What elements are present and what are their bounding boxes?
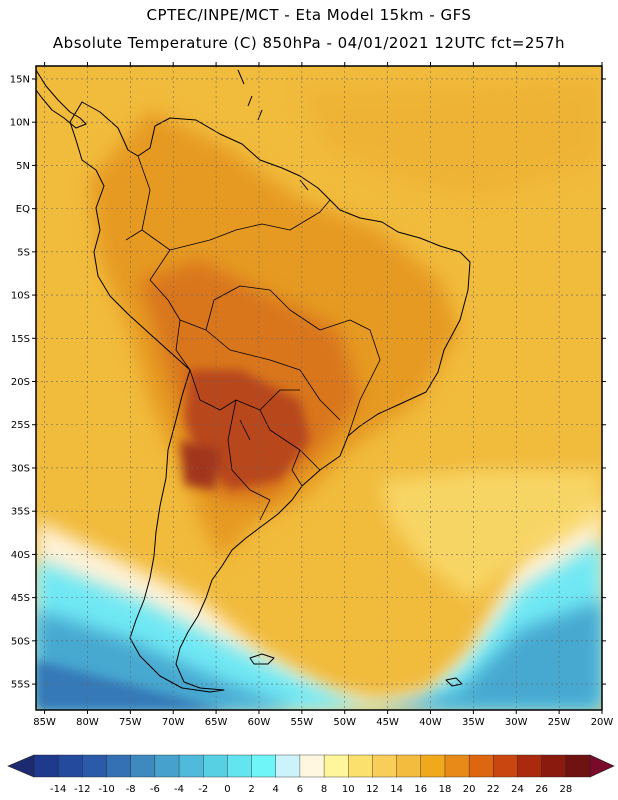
- colorbar-label: -6: [150, 784, 160, 795]
- colorbar-swatch: [275, 754, 301, 778]
- colorbar-label: 12: [366, 784, 379, 795]
- colorbar-label: -4: [174, 784, 184, 795]
- country-borders: [125, 155, 381, 521]
- temperature-field: [36, 66, 602, 710]
- latitude-labels: 15N 10N 5N EQ 5S 10S 15S 20S 25S 30S 35S 40S 45S 50S 5…: [10, 74, 30, 690]
- colorbar-swatch: [348, 754, 373, 778]
- lon-label: 35W: [462, 717, 485, 728]
- colorbar-right-arrow: [589, 754, 615, 778]
- south-america-coastline: [69, 101, 471, 693]
- lat-label: 35S: [11, 507, 30, 518]
- colorbar-swatch: [57, 754, 83, 778]
- lat-label: 5N: [16, 161, 30, 172]
- colorbar-swatch: [372, 754, 398, 778]
- colorbar-label: -12: [74, 784, 90, 795]
- colorbar-label: 18: [439, 784, 452, 795]
- colorbar-swatch: [396, 754, 422, 778]
- lon-label: 70W: [162, 717, 185, 728]
- colorbar-swatch: [517, 754, 543, 778]
- central-america-coastline: [36, 69, 87, 129]
- colorbar-swatch: [299, 754, 325, 778]
- colorbar-left-arrow: [7, 754, 35, 778]
- lon-label: 60W: [248, 717, 271, 728]
- lat-label: 55S: [11, 680, 30, 691]
- lat-label: 40S: [11, 550, 30, 561]
- colorbar-swatch: [493, 754, 518, 778]
- colorbar-label: -14: [50, 784, 66, 795]
- colorbar-label: 2: [248, 784, 254, 795]
- lon-label: 55W: [291, 717, 314, 728]
- colorbar-swatch: [444, 754, 470, 778]
- lat-label: 15N: [10, 74, 30, 85]
- map-subtitle: Absolute Temperature (C) 850hPa - 04/01/…: [52, 34, 566, 52]
- lat-label: 10S: [11, 291, 30, 302]
- colorbar-label: -10: [98, 784, 114, 795]
- colorbar-label: 24: [511, 784, 524, 795]
- colorbar-label: 10: [342, 784, 355, 795]
- colorbar-label: 26: [535, 784, 548, 795]
- colorbar-label: 8: [321, 784, 327, 795]
- colorbar-swatch: [323, 754, 349, 778]
- colorbar-label: 28: [559, 784, 572, 795]
- colorbar-label: -2: [198, 784, 208, 795]
- colorbar-swatch: [420, 754, 446, 778]
- falkland-islands: [249, 653, 275, 665]
- lat-label: 5S: [17, 247, 30, 258]
- lon-label: 85W: [33, 717, 56, 728]
- colorbar-swatch: [154, 754, 180, 778]
- lat-label: 30S: [11, 463, 30, 474]
- longitude-labels: 85W 80W 75W 70W 65W 60W 55W 50W 45W 40W 35W 30W 25W 2…: [33, 717, 613, 728]
- colorbar-swatch: [178, 754, 204, 778]
- lon-label: 50W: [333, 717, 356, 728]
- lon-label: 40W: [419, 717, 442, 728]
- lat-label: 50S: [11, 636, 30, 647]
- map-title: CPTEC/INPE/MCT - Eta Model 15km - GFS: [146, 6, 472, 24]
- coastline-layer: [36, 69, 471, 693]
- lon-label: 45W: [376, 717, 399, 728]
- colorbar-label: 0: [224, 784, 230, 795]
- colorbar-swatch: [468, 754, 494, 778]
- colorbar-swatch: [33, 754, 59, 778]
- colorbar-swatch: [541, 754, 567, 778]
- colorbar-label: 4: [273, 784, 279, 795]
- lon-label: 30W: [505, 717, 528, 728]
- colorbar-label: -8: [126, 784, 136, 795]
- lon-label: 65W: [205, 717, 228, 728]
- colorbar-label: 16: [414, 784, 427, 795]
- lon-label: 20W: [591, 717, 614, 728]
- colorbar-swatch: [565, 754, 591, 778]
- colorbar-swatch: [130, 754, 156, 778]
- colorbar-swatch: [82, 754, 108, 778]
- colorbar-label: 6: [297, 784, 303, 795]
- colorbar-swatch: [251, 754, 277, 778]
- colorbar-label: 14: [390, 784, 403, 795]
- lat-label: 15S: [11, 334, 30, 345]
- colorbar-swatch: [203, 754, 228, 778]
- lat-label: EQ: [16, 204, 30, 215]
- lat-label: 10N: [10, 118, 30, 129]
- caribbean-islands: [237, 69, 309, 191]
- lon-label: 75W: [119, 717, 142, 728]
- colorbar-labels: -14 -12 -10 -8 -6 -4 -2 0 2 4 6 8 10 12 14 16 18 20 22 24 26…: [50, 784, 572, 795]
- lat-label: 20S: [11, 377, 30, 388]
- colorbar: [7, 754, 615, 778]
- map-frame: [35, 65, 603, 711]
- lon-label: 80W: [76, 717, 99, 728]
- lat-label: 45S: [11, 593, 30, 604]
- colorbar-label: 22: [487, 784, 500, 795]
- axis-ticks: [32, 62, 606, 714]
- graticule: [36, 66, 602, 710]
- lat-label: 25S: [11, 420, 30, 431]
- lon-label: 25W: [548, 717, 571, 728]
- colorbar-label: 20: [463, 784, 476, 795]
- colorbar-swatch: [106, 754, 132, 778]
- colorbar-swatch: [227, 754, 253, 778]
